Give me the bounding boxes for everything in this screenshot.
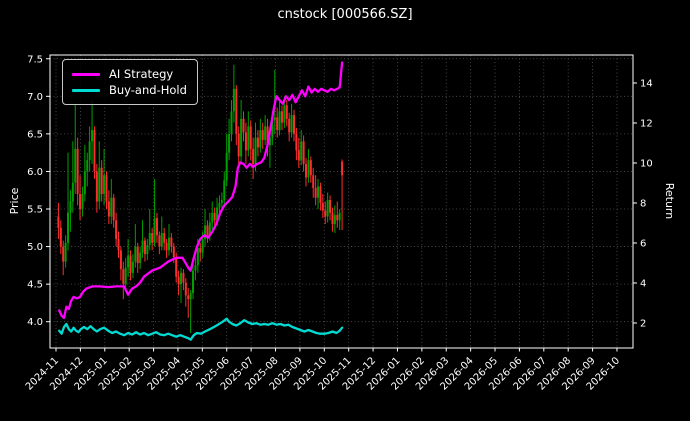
legend: AI Strategy Buy-and-Hold <box>62 59 198 105</box>
svg-text:8: 8 <box>640 199 646 210</box>
svg-text:4: 4 <box>640 279 646 290</box>
return-axis-label: Return <box>663 182 676 220</box>
svg-text:2: 2 <box>640 319 646 330</box>
svg-text:14: 14 <box>640 79 653 90</box>
svg-text:10: 10 <box>640 159 653 170</box>
price-axis-label: Price <box>8 187 21 215</box>
svg-text:4.0: 4.0 <box>27 317 43 328</box>
ai-strategy-line-swatch <box>72 72 100 76</box>
svg-text:6.5: 6.5 <box>27 129 43 140</box>
svg-text:12: 12 <box>640 119 653 130</box>
svg-text:6.0: 6.0 <box>27 167 43 178</box>
svg-text:5.5: 5.5 <box>27 205 43 216</box>
svg-text:6: 6 <box>640 239 646 250</box>
buy-and-hold-line-swatch <box>72 88 100 92</box>
chart-title: cnstock [000566.SZ] <box>277 7 413 22</box>
buy-and-hold-label: Buy-and-Hold <box>109 83 187 97</box>
svg-text:7.5: 7.5 <box>27 54 43 65</box>
legend-item-ai-strategy: AI Strategy <box>72 66 187 82</box>
legend-item-buy-and-hold: Buy-and-Hold <box>72 82 187 98</box>
svg-text:7.0: 7.0 <box>27 92 43 103</box>
ai-strategy-label: AI Strategy <box>109 67 174 81</box>
svg-text:5.0: 5.0 <box>27 242 43 253</box>
svg-text:4.5: 4.5 <box>27 280 43 291</box>
